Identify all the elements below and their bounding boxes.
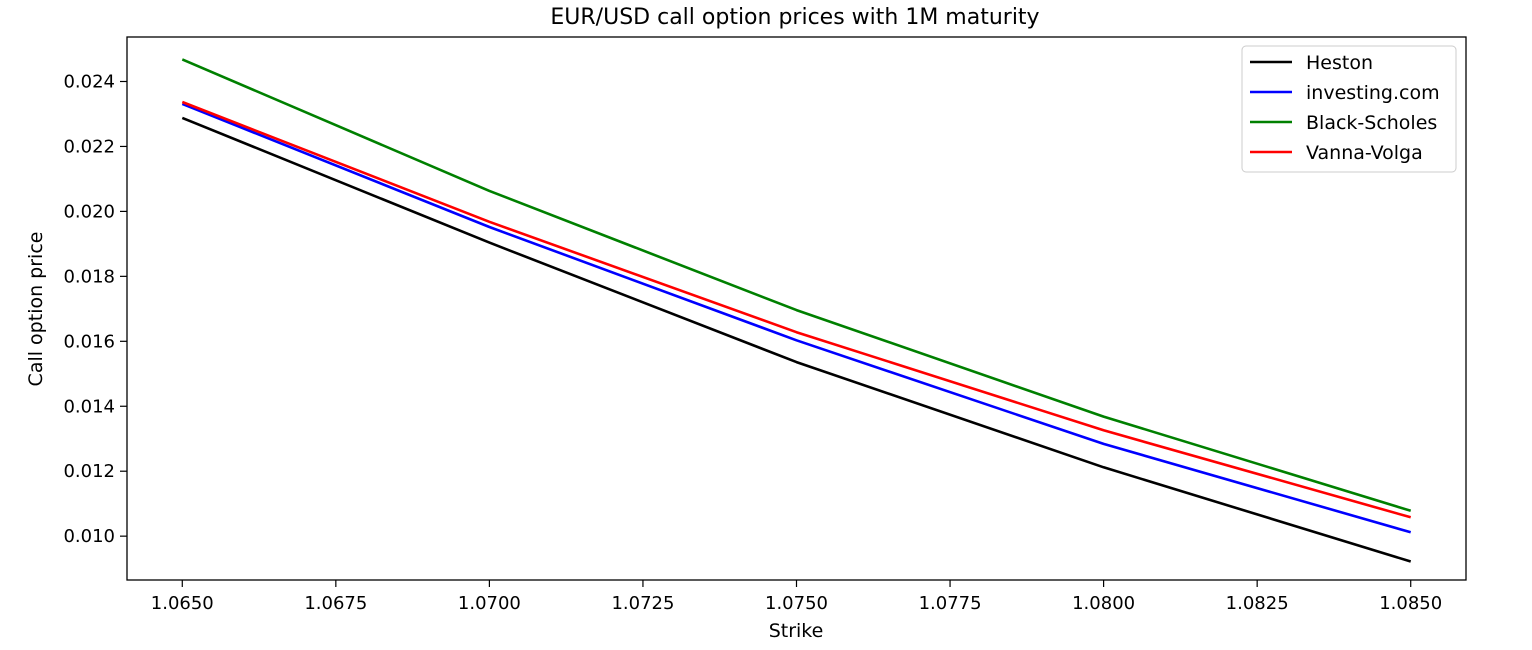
x-axis: 1.0650 1.0675 1.0700 1.0725 1.0750 1.0775 1.08…: [151, 580, 1442, 614]
y-axis-label: Call option price: [25, 232, 47, 387]
legend-label: investing.com: [1306, 82, 1440, 104]
x-tick-label: 1.0850: [1379, 593, 1442, 614]
y-tick-label: 0.020: [63, 201, 115, 222]
x-tick-label: 1.0775: [919, 593, 982, 614]
x-tick-label: 1.0800: [1072, 593, 1135, 614]
series-line-heston: [181, 116, 1412, 563]
x-tick-label: 1.0825: [1226, 593, 1289, 614]
legend-label: Heston: [1306, 52, 1373, 74]
series-lines: [181, 58, 1412, 563]
series-line-investing-com: [181, 102, 1412, 534]
y-tick-label: 0.018: [63, 266, 115, 287]
y-axis: 0.010 0.012 0.014 0.016 0.018 0.020 0.022 0.024: [63, 71, 127, 547]
x-tick-label: 1.0700: [458, 593, 521, 614]
x-axis-label: Strike: [769, 620, 824, 642]
series-line-vanna-volga: [181, 100, 1412, 519]
x-tick-label: 1.0650: [151, 593, 214, 614]
legend-label: Black-Scholes: [1306, 112, 1437, 134]
y-tick-label: 0.016: [63, 331, 115, 352]
y-tick-label: 0.012: [63, 461, 115, 482]
y-tick-label: 0.022: [63, 136, 115, 157]
chart-title: EUR/USD call option prices with 1M matur…: [550, 5, 1039, 30]
x-tick-label: 1.0675: [304, 593, 367, 614]
x-tick-label: 1.0725: [611, 593, 674, 614]
y-tick-label: 0.024: [63, 71, 115, 92]
y-tick-label: 0.014: [63, 396, 115, 417]
y-tick-label: 0.010: [63, 526, 115, 547]
legend-box: [1241, 45, 1457, 173]
legend-items: Heston investing.com Black-Scholes Vanna-Vo…: [1250, 52, 1440, 164]
legend-label: Vanna-Volga: [1306, 142, 1423, 164]
legend: Heston investing.com Black-Scholes Vanna-Vo…: [1241, 45, 1457, 173]
series-line-black-scholes: [181, 58, 1412, 513]
x-tick-label: 1.0750: [765, 593, 828, 614]
